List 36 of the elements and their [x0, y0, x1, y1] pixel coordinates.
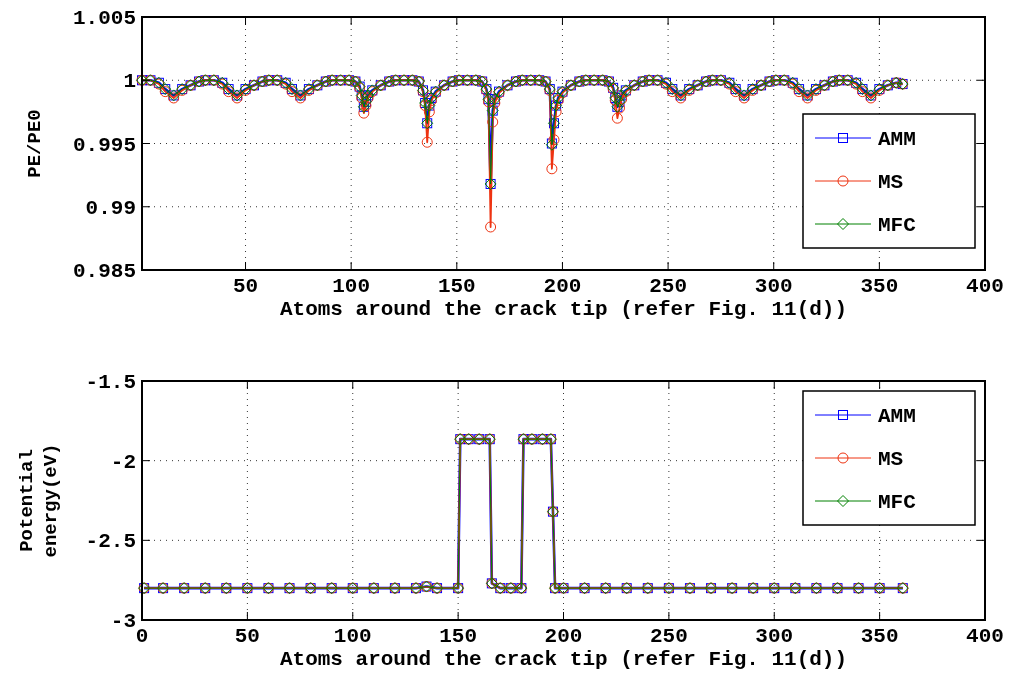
x-tick-label: 300 — [754, 275, 793, 298]
x-tick-label: 50 — [234, 625, 260, 648]
x-tick-label: 250 — [649, 625, 688, 648]
y-axis-title: Potential energy(eV) — [16, 443, 62, 558]
y-tick-label: 0.99 — [85, 196, 136, 220]
x-tick-label: 400 — [966, 625, 1004, 648]
x-tick-label: 400 — [966, 275, 1004, 298]
x-tick-label: 0 — [135, 625, 149, 648]
legend-label: MFC — [878, 214, 917, 237]
x-tick-label: 150 — [439, 625, 478, 648]
y-tick-label: 0.995 — [72, 133, 136, 157]
x-tick-label: 350 — [860, 275, 899, 298]
y-tick-label: -2.5 — [85, 530, 136, 554]
x-axis-title: Atoms around the crack tip (refer Fig. 11(d)) — [279, 648, 848, 671]
y-tick-label: 0.985 — [72, 260, 136, 283]
legend-label: MFC — [878, 491, 917, 514]
y-tick-label: 1 — [123, 70, 136, 94]
y-tick-label: 1.005 — [72, 7, 136, 30]
y-tick-label: -1.5 — [85, 371, 136, 394]
x-tick-label: 150 — [437, 275, 476, 298]
y-tick-label: -2 — [110, 450, 136, 474]
x-tick-label: 200 — [544, 625, 583, 648]
x-tick-label: 50 — [232, 275, 259, 298]
x-tick-label: 300 — [755, 625, 794, 648]
x-tick-label: 200 — [543, 275, 582, 298]
x-tick-label: 100 — [333, 625, 372, 648]
y-tick-label: -3 — [110, 610, 136, 633]
legend-label: AMM — [878, 128, 916, 151]
x-axis-title: Atoms around the crack tip (refer Fig. 11(d)) — [279, 298, 848, 321]
x-tick-label: 350 — [860, 625, 899, 648]
y-axis-title: PE/PE0 — [24, 109, 46, 178]
legend-label: MS — [878, 448, 904, 471]
x-tick-label: 250 — [649, 275, 687, 298]
x-tick-label: 100 — [332, 275, 371, 298]
legend-label: AMM — [878, 405, 916, 428]
legend-label: MS — [878, 171, 904, 194]
